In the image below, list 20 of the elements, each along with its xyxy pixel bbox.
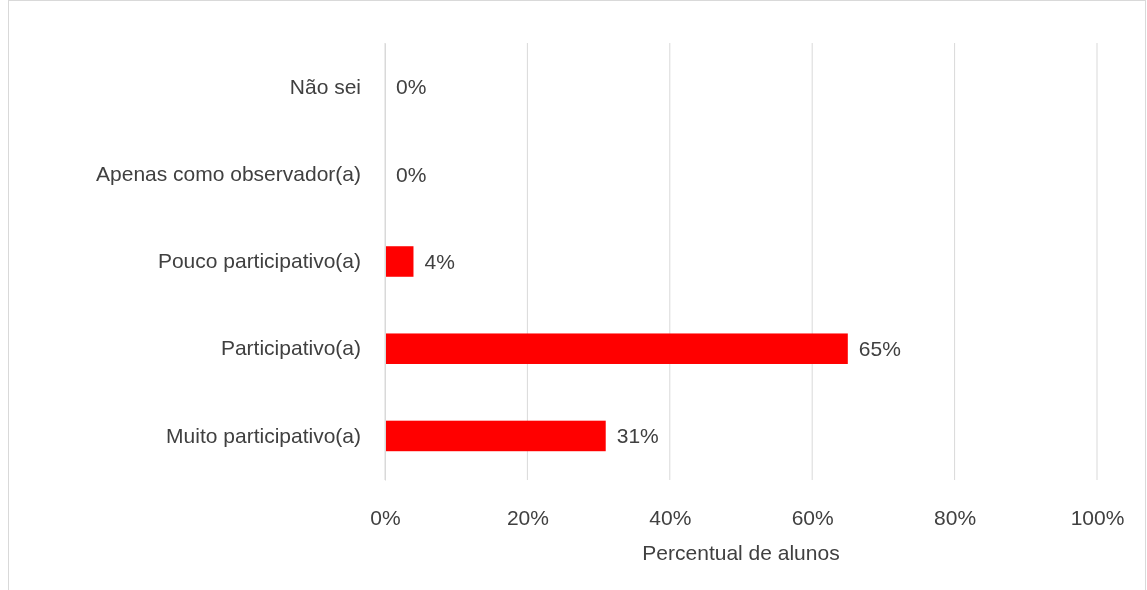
x-tick-label: 20%: [506, 505, 549, 529]
bar: [385, 420, 606, 452]
y-tick-label: Apenas como observador(a): [96, 161, 361, 185]
y-tick-label: Muito participativo(a): [166, 423, 361, 447]
x-tick-label: 80%: [934, 505, 977, 529]
y-tick-label: Não sei: [289, 74, 361, 98]
y-tick-label: Pouco participativo(a): [157, 249, 361, 273]
x-tick-label: 100%: [1070, 505, 1125, 529]
data-label: 4%: [424, 249, 455, 273]
x-tick-label: 40%: [649, 505, 692, 529]
x-tick-label: 60%: [791, 505, 834, 529]
data-label: 0%: [396, 162, 427, 186]
bar: [385, 333, 848, 364]
data-label: 0%: [396, 75, 427, 99]
bar: [385, 246, 414, 277]
data-label: 65%: [858, 337, 901, 361]
y-tick-label: Participativo(a): [220, 336, 361, 360]
x-axis-title: Percentual de alunos: [642, 541, 840, 564]
x-tick-label: 0%: [370, 505, 401, 529]
data-label: 31%: [616, 424, 659, 448]
